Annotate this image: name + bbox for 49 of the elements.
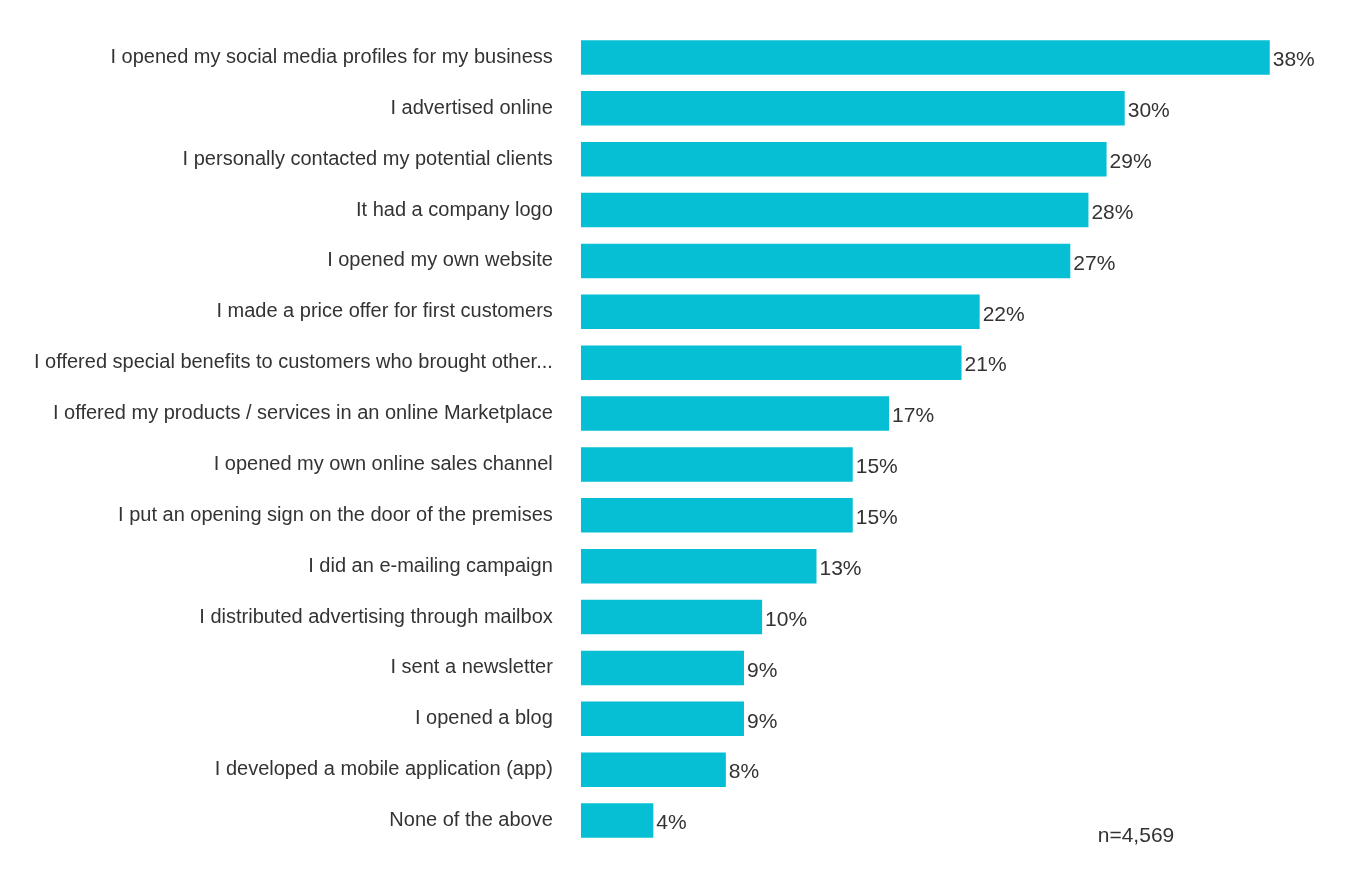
y-tick-label: I offered special benefits to customers who brought other... (33, 350, 553, 373)
data-label: 13% (819, 555, 862, 579)
y-tick-label: I made a price offer for first customers (216, 299, 553, 322)
y-tick-label: I opened my own website (327, 248, 553, 271)
y-tick-label: I distributed advertising through mailbox (199, 604, 553, 627)
bar (580, 345, 962, 380)
y-tick-label: I sent a newsletter (390, 655, 554, 678)
data-label: 9% (746, 708, 778, 732)
bar (580, 803, 654, 838)
data-label: 28% (1091, 199, 1134, 223)
y-tick-label: I did an e-mailing campaign (308, 553, 553, 576)
bar (580, 548, 817, 584)
data-label: 29% (1109, 148, 1152, 172)
bar (580, 192, 1089, 228)
y-tick-label: I offered my products / services in an online Marketplace (52, 401, 553, 424)
y-tick-label: I opened my own online sales channel (213, 451, 553, 474)
bar (580, 752, 726, 787)
bar (580, 701, 744, 737)
data-label: 21% (964, 352, 1007, 376)
y-tick-label: None of the above (389, 808, 553, 831)
data-label: 17% (892, 403, 935, 427)
annotation: n=4,569 (1097, 822, 1175, 846)
y-tick-label: I opened a blog (414, 706, 553, 729)
data-label: 30% (1127, 98, 1170, 122)
bar (580, 599, 763, 635)
data-label: 8% (728, 759, 760, 783)
data-label: 38% (1272, 47, 1315, 71)
bar (580, 650, 744, 686)
bar (580, 91, 1125, 126)
y-tick-label: I advertised online (390, 95, 553, 118)
bar (580, 294, 980, 330)
data-label: 27% (1073, 250, 1116, 274)
y-tick-label: It had a company logo (356, 197, 553, 220)
bar (580, 243, 1071, 279)
bar (580, 141, 1107, 177)
data-label: 15% (855, 454, 898, 478)
bar (580, 40, 1270, 75)
bar (580, 498, 853, 533)
data-label: 15% (855, 505, 898, 529)
data-label: 4% (656, 810, 687, 834)
bar (580, 447, 853, 482)
y-tick-label: I opened my social media profiles for my business (110, 44, 553, 67)
bar (580, 396, 890, 431)
y-tick-label: I developed a mobile application (app) (214, 757, 553, 780)
data-label: 9% (746, 657, 778, 681)
data-label: 22% (982, 301, 1025, 325)
data-label: 10% (765, 606, 808, 630)
y-tick-label: I put an opening sign on the door of the premises (118, 502, 553, 525)
y-tick-label: I personally contacted my potential clients (182, 146, 553, 169)
